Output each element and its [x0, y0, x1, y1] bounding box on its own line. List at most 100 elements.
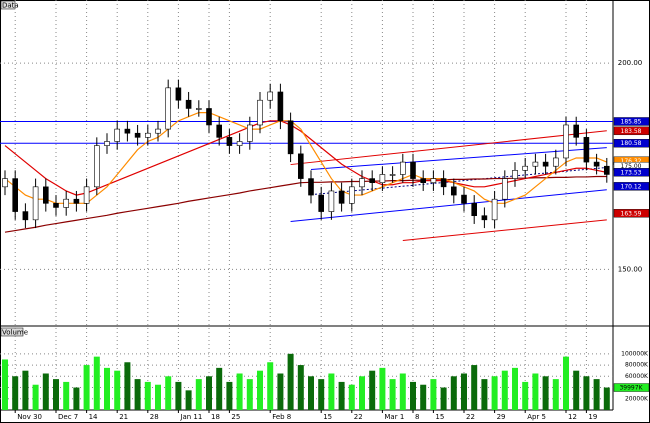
price-tag-label: 173.53	[621, 169, 642, 176]
x-tick-label: 8	[415, 413, 419, 421]
candle-body	[83, 186, 90, 204]
volume-bar	[42, 373, 49, 410]
candle-body	[12, 178, 18, 212]
candle-body	[583, 137, 590, 163]
volume-bar	[83, 365, 90, 410]
x-tick-label: 14	[89, 413, 98, 421]
volume-bar	[573, 370, 580, 410]
price-tag-label: 185.85	[621, 118, 642, 125]
candle-body	[379, 174, 386, 184]
volume-bar	[328, 373, 335, 410]
candle-body	[277, 91, 284, 122]
volume-bar	[104, 367, 110, 410]
x-tick-label: 15	[323, 413, 332, 421]
candle-body	[175, 87, 182, 101]
x-tick-label: 28	[150, 413, 159, 421]
volume-bar	[308, 376, 314, 410]
candle-body	[501, 178, 508, 200]
volume-tag	[613, 383, 650, 392]
price-tag	[613, 209, 650, 218]
y-tick-label: 200.00	[618, 59, 643, 67]
candle-body	[573, 124, 580, 138]
volume-bar	[450, 376, 457, 410]
volume-bar	[124, 362, 131, 410]
candle-body	[359, 178, 365, 188]
x-tick-label: Nov 30	[17, 413, 42, 421]
volume-bar	[2, 359, 8, 410]
trend-line	[402, 219, 607, 241]
volume-bar	[155, 384, 161, 410]
volume-bar	[185, 390, 192, 410]
volume-bar	[430, 379, 437, 410]
volume-bar	[389, 379, 396, 410]
candle-body	[593, 161, 600, 167]
candle-body	[512, 170, 518, 179]
candle-body	[145, 132, 151, 138]
volume-bar	[216, 367, 223, 410]
volume-bar	[63, 381, 70, 410]
volume-bar	[348, 384, 355, 410]
x-tick-label: Jan 11	[179, 413, 202, 421]
volume-bar	[593, 379, 600, 410]
candle-body	[369, 178, 376, 184]
trend-line	[290, 130, 607, 166]
volume-bar	[267, 362, 274, 410]
candle-body	[114, 128, 120, 142]
volume-bar	[410, 381, 416, 410]
volume-bar	[32, 384, 39, 410]
candle-body	[461, 194, 467, 204]
volume-bar	[318, 379, 325, 410]
x-tick-label: 19	[588, 413, 597, 421]
volume-tick-label: 20000K	[625, 395, 649, 402]
candle-body	[226, 137, 233, 146]
candle-body	[440, 178, 447, 188]
trend-line	[310, 147, 607, 171]
candle-body	[491, 198, 498, 221]
volume-bar	[563, 356, 569, 410]
trend-line	[310, 166, 607, 196]
volume-bar	[114, 370, 121, 410]
volume-bar	[603, 387, 610, 410]
candle-body	[552, 157, 559, 167]
candle-body	[94, 145, 100, 188]
volume-bar	[399, 373, 406, 410]
volume-bar	[297, 365, 304, 410]
volume-bar	[246, 379, 253, 410]
volume-bar	[583, 376, 590, 410]
volume-bar	[12, 376, 19, 410]
price-tag-label: 180.58	[621, 140, 642, 147]
volume-bar	[481, 379, 488, 410]
price-tag-label: 170.12	[621, 183, 642, 190]
price-tag	[613, 182, 650, 191]
moving-average	[4, 111, 608, 204]
volume-bar	[73, 387, 80, 410]
candle-body	[53, 203, 59, 208]
candle-body	[348, 186, 355, 204]
candle-body	[399, 161, 406, 175]
y-tick-label: 150.00	[618, 265, 643, 273]
volume-bar	[369, 370, 376, 410]
x-tick-label: 22	[354, 413, 363, 421]
volume-bar	[175, 381, 182, 410]
trend-line	[290, 189, 607, 222]
candle-body	[308, 178, 314, 196]
volume-bar	[532, 373, 539, 410]
volume-tick-label: 100000K	[621, 350, 649, 357]
candle-body	[338, 190, 345, 204]
price-tag-label: 183.58	[621, 128, 642, 135]
candle-body	[63, 198, 70, 208]
volume-bar	[22, 370, 29, 410]
candle-body	[287, 120, 294, 155]
volume-bar	[226, 381, 233, 410]
candle-body	[389, 174, 396, 176]
candle-body	[522, 165, 529, 171]
candle-body	[196, 108, 202, 110]
volume-bar	[522, 381, 529, 410]
volume-bar	[277, 373, 284, 410]
candle-body	[165, 87, 171, 130]
candle-body	[542, 161, 549, 167]
volume-bar	[287, 353, 294, 410]
x-tick-label: 15	[435, 413, 444, 421]
candle-body	[42, 186, 49, 204]
